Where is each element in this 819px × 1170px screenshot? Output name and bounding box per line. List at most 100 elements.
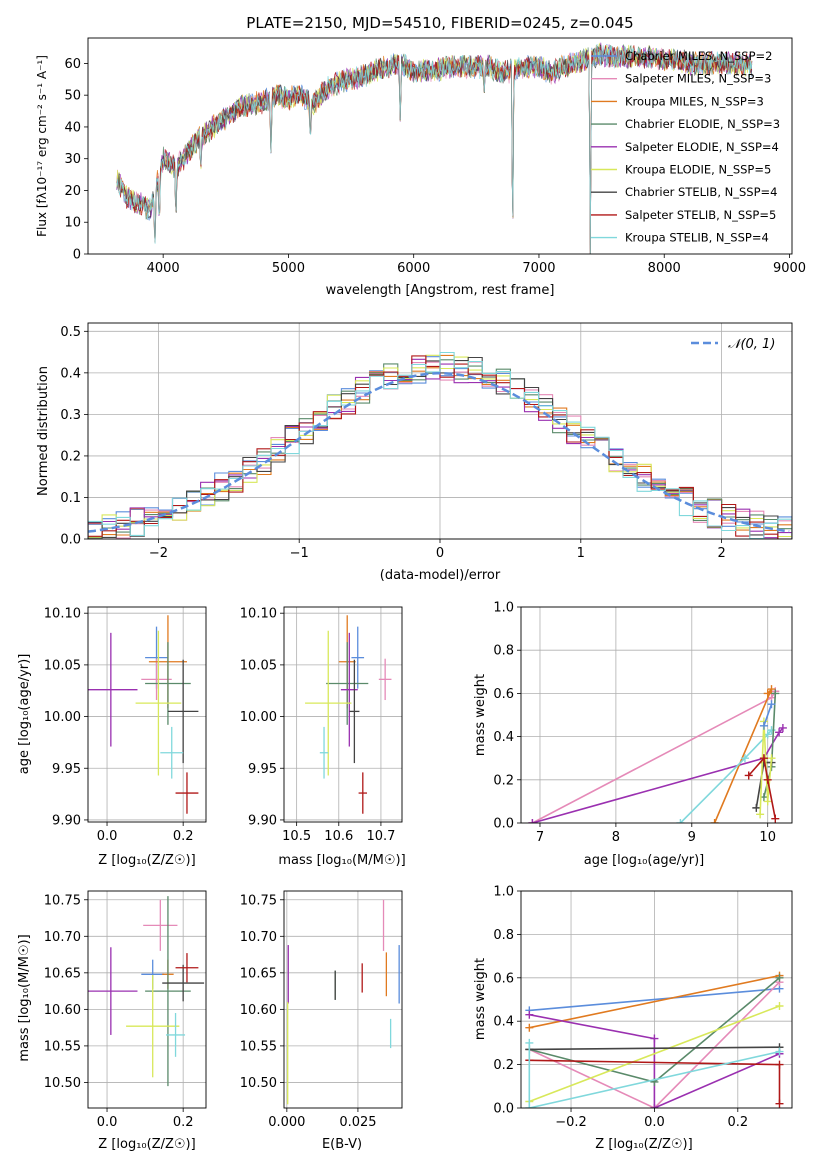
spectrum-ytick-label: 60 xyxy=(64,57,81,72)
age-vs-mass-panel: 10.5 10.6 10.7 9.90 9.95 10.00 10.05 10.10 mass… xyxy=(240,606,406,868)
weight-point-marker xyxy=(767,685,776,694)
normal-curve xyxy=(88,372,790,533)
age_vs_mass-ytick-label: 10.05 xyxy=(240,658,277,673)
weight_vs_age-ytick-label: 0.2 xyxy=(493,773,514,788)
weight-point-marker xyxy=(752,803,761,812)
age-vs-z-ticks: 0.0 0.2 9.90 9.95 10.00 10.05 10.10 xyxy=(44,607,194,844)
weight-point-marker xyxy=(528,819,537,823)
mass_vs_ebv-ytick-label: 10.55 xyxy=(240,1039,277,1054)
mass-vs-ebv-xlabel: E(B-V) xyxy=(322,1137,362,1152)
spectrum-ytick-label: 0 xyxy=(73,248,81,263)
weight-point-marker xyxy=(740,754,749,763)
weight_vs_age-ytick-label: 0.4 xyxy=(493,730,514,745)
age_vs_mass-ytick-label: 9.90 xyxy=(248,813,277,828)
spectrum-legend: Chabrier MILES, N_SSP=2 Salpeter MILES, N… xyxy=(591,49,780,245)
spectrum-legend-label: Salpeter MILES, N_SSP=3 xyxy=(625,72,771,86)
weight-point-marker xyxy=(756,810,765,819)
spectrum-ytick-label: 20 xyxy=(64,184,81,199)
age-vs-z-panel: 0.0 0.2 9.90 9.95 10.00 10.05 10.10 Z [log₁₀(Z… xyxy=(17,606,207,868)
age_vs_z-marks xyxy=(88,615,199,814)
weight-series-line xyxy=(528,1042,780,1108)
weight_vs_z-frame xyxy=(520,890,793,1109)
age_vs_z-xtick-label: 0.0 xyxy=(97,829,118,844)
weight-series-line xyxy=(529,1046,780,1051)
age-vs-z-ylabel: age [log₁₀(age/yr)] xyxy=(17,654,32,775)
weight-series-line xyxy=(532,690,776,823)
weight_vs_age-marks xyxy=(528,685,787,823)
weight-point-marker xyxy=(759,754,768,763)
spectrum-xtick-label: 8000 xyxy=(648,261,681,276)
mass_vs_z-ytick-label: 10.65 xyxy=(44,966,81,981)
mass_vs_z-ytick-label: 10.70 xyxy=(44,930,81,945)
weight-point-marker xyxy=(763,689,772,698)
spectrum-ylabel: Flux [fλ10⁻¹⁷ erg cm⁻² s⁻¹ A⁻¹] xyxy=(35,55,49,237)
weight-point-marker xyxy=(525,1023,534,1032)
weight-point-marker xyxy=(650,1034,659,1043)
residuals-ytick-label: 0.4 xyxy=(60,366,81,381)
residuals-panel: −2 −1 0 1 2 0.0 0.1 0.2 0.3 0.4 0.5 (data-model)/e… xyxy=(36,322,793,583)
spectrum-ytick-label: 50 xyxy=(64,89,81,104)
spectrum-plot-area xyxy=(87,37,793,255)
weight-point-marker xyxy=(778,723,787,732)
spectrum-title: PLATE=2150, MJD=54510, FIBERID=0245, z=0… xyxy=(246,14,633,32)
weight-point-marker xyxy=(759,721,768,730)
weight_vs_z-ytick-label: 0.4 xyxy=(493,1015,514,1030)
spectrum-xtick-label: 6000 xyxy=(397,261,430,276)
residual-histogram xyxy=(88,351,792,539)
weight-series-line xyxy=(529,1005,780,1103)
weight_vs_z-ytick-label: 0.6 xyxy=(493,971,514,986)
spectrum-series-line xyxy=(116,42,753,254)
spectrum-xlabel: wavelength [Angstrom, rest frame] xyxy=(326,283,555,298)
age-vs-z-xlabel: Z [log₁₀(Z/Z☉)] xyxy=(98,853,195,868)
residuals-xtick-label: −1 xyxy=(290,546,309,561)
weight_vs_age-xtick-label: 9 xyxy=(688,830,696,845)
residuals-xtick-label: 1 xyxy=(577,546,585,561)
age_vs_z-ytick-label: 10.10 xyxy=(44,607,81,622)
residuals-xtick-label: 0 xyxy=(436,546,444,561)
weight_vs_z-ytick-label: 1.0 xyxy=(493,885,514,900)
weight-series-line xyxy=(529,974,780,1029)
mass_vs_z-xtick-label: 0.2 xyxy=(173,1115,194,1130)
age_vs_z-ytick-label: 10.05 xyxy=(44,658,81,673)
age_vs_mass-xtick-label: 10.5 xyxy=(282,829,311,844)
residuals-marks xyxy=(88,351,792,539)
weight_vs_age-ytick-label: 0.8 xyxy=(493,644,514,659)
spectrum-legend-label: Chabrier STELIB, N_SSP=4 xyxy=(625,185,777,199)
weight-series-line xyxy=(532,727,784,823)
age-vs-z-plot-area xyxy=(87,606,207,823)
weight_vs_age-ytick-label: 0.0 xyxy=(493,817,514,832)
residuals-ytick-label: 0.3 xyxy=(60,408,81,423)
weight-vs-z-ticks: −0.2 0.0 0.2 0.0 0.2 0.4 0.6 0.8 1.0 xyxy=(493,885,748,1131)
weight-vs-age-ylabel: mass weight xyxy=(473,674,488,756)
weight-point-marker xyxy=(767,700,776,709)
age_vs_z-xtick-label: 0.2 xyxy=(173,829,194,844)
mass_vs_ebv-marks xyxy=(287,899,400,1105)
residuals-plot-area xyxy=(87,322,793,540)
weight-point-marker xyxy=(775,1060,784,1069)
age_vs_z-ytick-label: 9.95 xyxy=(52,762,81,777)
spectrum-panel: PLATE=2150, MJD=54510, FIBERID=0245, z=0… xyxy=(35,14,806,298)
weight_vs_age-ytick-label: 0.6 xyxy=(493,687,514,702)
spectrum-xtick-label: 9000 xyxy=(773,261,806,276)
residuals-ytick-label: 0.2 xyxy=(60,449,81,464)
mass-vs-ebv-plot-area xyxy=(283,890,403,1109)
spectrum-legend-label: Kroupa MILES, N_SSP=3 xyxy=(625,94,764,108)
residuals-legend: 𝒩(0, 1) xyxy=(691,337,775,352)
weight-point-marker xyxy=(710,819,719,823)
weight-series-line xyxy=(748,756,777,819)
residuals-ytick-label: 0.5 xyxy=(60,325,81,340)
mass_vs_ebv-ytick-label: 10.60 xyxy=(240,1003,277,1018)
weight-vs-age-plot-area xyxy=(520,606,793,824)
residuals-xtick-label: 2 xyxy=(717,546,725,561)
age-vs-mass-plot-area xyxy=(283,606,403,823)
age_vs_z-frame xyxy=(87,606,207,823)
mass_vs_ebv-xtick-label: 0.000 xyxy=(268,1115,305,1130)
mass_vs_ebv-ytick-label: 10.50 xyxy=(240,1076,277,1091)
spectrum-marks xyxy=(116,42,753,254)
weight-point-marker xyxy=(763,775,772,784)
age_vs_mass-frame xyxy=(283,606,403,823)
age_vs_z-ytick-label: 9.90 xyxy=(52,813,81,828)
mass_vs_ebv-ytick-label: 10.70 xyxy=(240,930,277,945)
weight-vs-z-panel: −0.2 0.0 0.2 0.0 0.2 0.4 0.6 0.8 1.0 Z [log₁₀(Z/… xyxy=(473,885,793,1152)
